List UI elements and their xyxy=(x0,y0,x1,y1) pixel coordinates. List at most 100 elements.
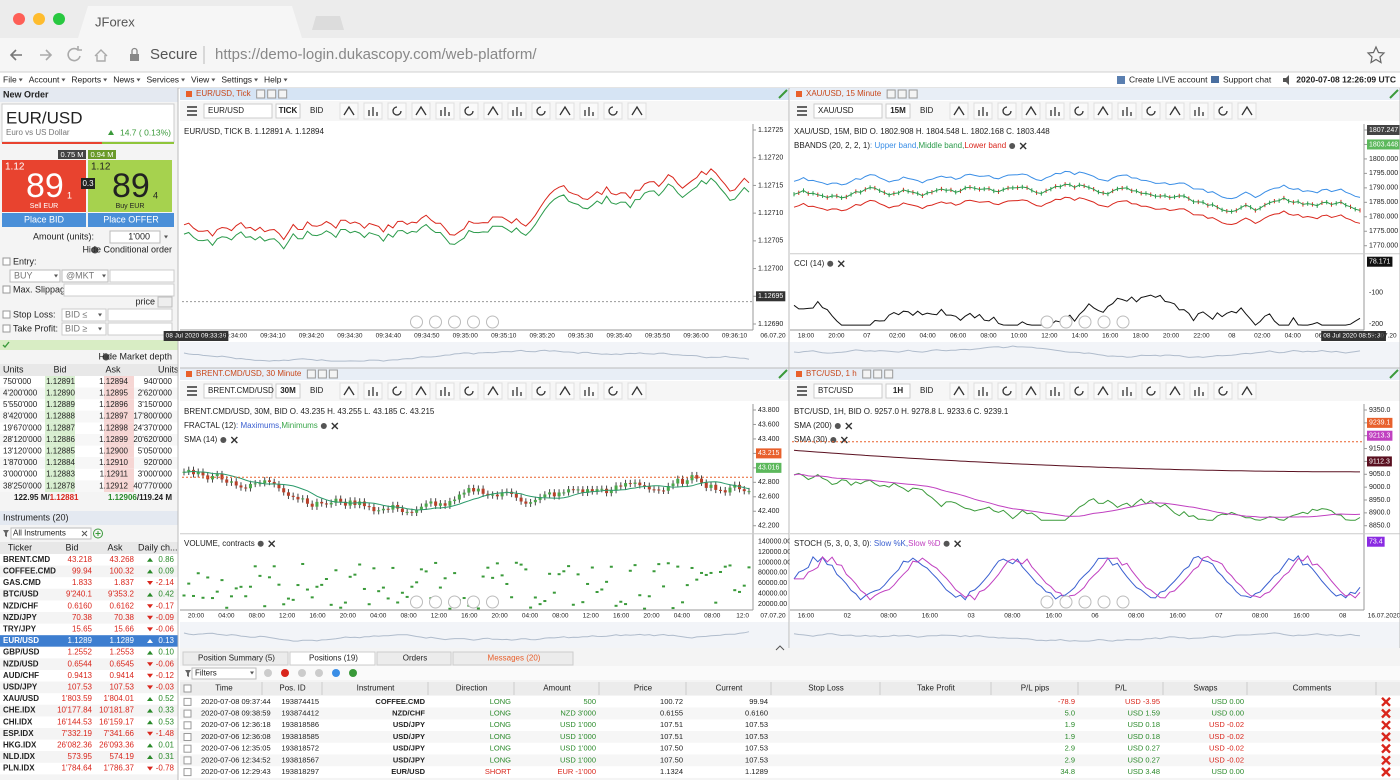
toolbar-button[interactable] xyxy=(1141,382,1161,400)
instrument-row[interactable] xyxy=(0,670,178,682)
chart-nav-button[interactable] xyxy=(1116,595,1130,609)
place-offer-button[interactable] xyxy=(88,213,174,227)
chart-nav-button[interactable] xyxy=(410,315,423,329)
close-position-button[interactable] xyxy=(1381,743,1391,754)
toolbar-button[interactable] xyxy=(411,382,431,400)
settings-icon[interactable] xyxy=(1009,143,1016,149)
toolbar-button[interactable] xyxy=(1237,382,1257,400)
chart-nav-button[interactable] xyxy=(1040,315,1054,329)
period-select[interactable] xyxy=(275,383,301,399)
chart-nav-button[interactable] xyxy=(1116,315,1130,329)
checkbox[interactable] xyxy=(183,744,192,753)
window-control[interactable] xyxy=(256,89,266,99)
instrument-row[interactable] xyxy=(0,600,178,612)
toggle-link[interactable]: Hide Conditional order xyxy=(82,244,172,254)
instrument-row[interactable] xyxy=(0,623,178,636)
tab-label[interactable]: Orders xyxy=(403,654,427,663)
close-position-button[interactable] xyxy=(1381,732,1391,742)
entry-input[interactable] xyxy=(109,269,175,283)
toolbar-button[interactable] xyxy=(1165,382,1185,400)
price-toggle[interactable] xyxy=(157,296,173,308)
chart-nav-button[interactable] xyxy=(1059,595,1073,609)
menu-item[interactable]: Reports xyxy=(71,74,101,84)
instrument-row[interactable] xyxy=(0,704,178,717)
symbol-select[interactable] xyxy=(813,383,883,399)
chart-title[interactable]: BRENT.CMD/USD, 30 Minute xyxy=(196,369,302,378)
menu-link[interactable]: Create LIVE account xyxy=(1129,74,1208,84)
chart-nav-button[interactable] xyxy=(429,595,442,609)
toolbar-button[interactable] xyxy=(459,102,479,120)
buy-button[interactable] xyxy=(88,160,172,212)
toolbar-button[interactable] xyxy=(531,382,551,400)
close-position-button[interactable] xyxy=(1381,755,1391,766)
toolbar-button[interactable] xyxy=(483,382,503,400)
window-control[interactable] xyxy=(873,369,883,379)
amount-input[interactable] xyxy=(109,230,161,244)
toolbar-button[interactable] xyxy=(1093,382,1113,400)
url[interactable]: https://demo-login.dukascopy.com/web-pla… xyxy=(215,46,537,63)
settings-icon[interactable] xyxy=(827,260,834,267)
instrument-row[interactable] xyxy=(0,646,178,659)
instrument-row[interactable] xyxy=(0,577,178,589)
tab[interactable] xyxy=(452,651,574,666)
toolbar-button[interactable] xyxy=(387,102,407,120)
chart-nav-button[interactable] xyxy=(1078,595,1092,609)
period-select[interactable] xyxy=(275,103,301,119)
window-control[interactable] xyxy=(884,369,894,379)
instrument-row[interactable] xyxy=(0,693,178,705)
toolbar-button[interactable] xyxy=(555,382,575,400)
toolbar-button[interactable] xyxy=(1141,102,1161,120)
toolbar-button[interactable] xyxy=(264,669,272,677)
toolbar-button[interactable] xyxy=(603,382,623,400)
checkbox[interactable] xyxy=(183,709,192,718)
symbol-select[interactable] xyxy=(203,103,273,119)
toolbar-button[interactable] xyxy=(1069,102,1089,120)
checkbox[interactable] xyxy=(183,684,192,693)
chart-nav-button[interactable] xyxy=(1097,315,1111,329)
chart-nav-button[interactable] xyxy=(1097,595,1111,609)
chart-title[interactable]: XAU/USD, 15 Minute xyxy=(806,89,882,98)
toolbar-button[interactable] xyxy=(332,669,340,677)
tab[interactable] xyxy=(289,651,376,666)
toolbar-button[interactable] xyxy=(1093,102,1113,120)
toolbar-button[interactable] xyxy=(1069,382,1089,400)
chart-nav-button[interactable] xyxy=(410,595,423,609)
toolbar-button[interactable] xyxy=(298,669,306,677)
toolbar-button[interactable] xyxy=(315,669,323,677)
symbol-box[interactable] xyxy=(1,103,175,143)
chart-nav-button[interactable] xyxy=(448,315,461,329)
window-control[interactable] xyxy=(317,369,327,379)
window-control[interactable] xyxy=(328,369,338,379)
position-row[interactable] xyxy=(180,719,1400,732)
window-button[interactable] xyxy=(53,13,65,25)
offer-side[interactable]: BID xyxy=(920,386,934,395)
place-bid-button[interactable] xyxy=(2,213,86,227)
period-select[interactable] xyxy=(885,103,911,119)
menu-link[interactable]: Support chat xyxy=(1223,74,1272,84)
condition-select[interactable] xyxy=(61,308,107,322)
checkbox[interactable] xyxy=(183,768,192,777)
chart-nav-button[interactable] xyxy=(467,315,480,329)
checkbox[interactable] xyxy=(183,756,192,765)
symbol-select[interactable] xyxy=(203,383,273,399)
settings-icon[interactable] xyxy=(943,540,950,547)
instrument-row[interactable] xyxy=(0,728,178,740)
tab-label[interactable]: Positions (19) xyxy=(309,654,358,663)
window-control[interactable] xyxy=(278,89,288,99)
toolbar-button[interactable] xyxy=(627,382,647,400)
toolbar-button[interactable] xyxy=(1165,102,1185,120)
chart-nav-button[interactable] xyxy=(1059,315,1073,329)
toolbar-button[interactable] xyxy=(387,382,407,400)
toolbar-button[interactable] xyxy=(1021,382,1041,400)
toggle-link[interactable]: Hide Market depth xyxy=(98,351,172,361)
toolbar-button[interactable] xyxy=(349,669,357,677)
tab-title[interactable]: JForex xyxy=(95,14,135,29)
instrument-row[interactable] xyxy=(0,739,178,752)
toolbar-button[interactable] xyxy=(411,102,431,120)
price-input[interactable] xyxy=(107,322,173,336)
chart-nav-button[interactable] xyxy=(486,595,499,609)
offer-side[interactable]: BID xyxy=(310,386,324,395)
menu-item[interactable]: Help xyxy=(264,74,282,84)
window-control[interactable] xyxy=(886,89,896,99)
position-row[interactable] xyxy=(180,731,1400,743)
